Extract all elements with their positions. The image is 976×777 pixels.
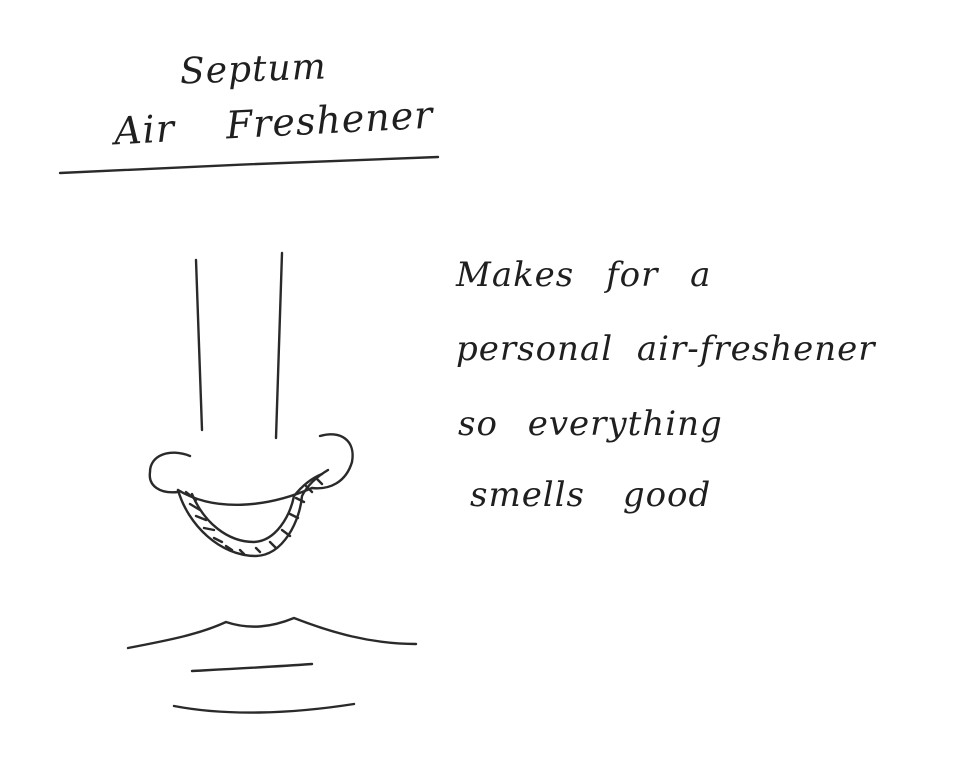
lower-lip-line-1 xyxy=(190,662,314,673)
septum-ring-inner xyxy=(190,472,324,544)
nostril-right xyxy=(310,433,354,490)
title-underline xyxy=(58,155,440,175)
septum-ring-hatching xyxy=(184,476,324,556)
note-line-1: Makes for a xyxy=(456,255,712,295)
nose-bridge-left xyxy=(194,258,204,432)
septum-ring-outer xyxy=(176,468,330,558)
note-line-2: personal air-freshener xyxy=(456,329,876,369)
upper-lip-line xyxy=(126,616,418,650)
note-line-4: smells good xyxy=(470,475,712,515)
note-line-3: so everything xyxy=(458,404,723,444)
nostril-left xyxy=(148,451,192,494)
nose-bridge-right xyxy=(274,251,284,440)
lower-lip-line-2 xyxy=(172,702,356,714)
